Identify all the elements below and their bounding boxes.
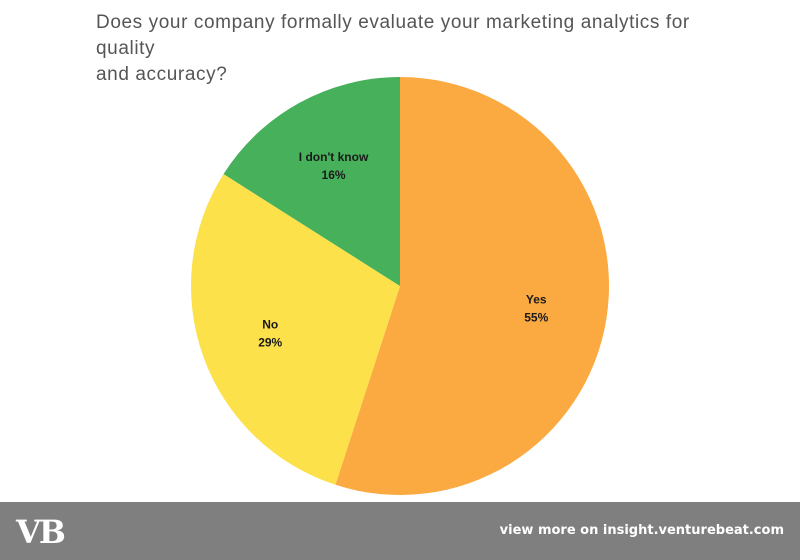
pie-labels: Yes 55% No 29% I don't know 16% xyxy=(258,150,548,350)
slice-value-no: 29% xyxy=(258,336,282,350)
footer-bar: VB view more on insight.venturebeat.com xyxy=(0,502,800,560)
pie-slice-no xyxy=(190,174,400,485)
chart-title-line-2: and accuracy? xyxy=(96,64,228,85)
pie-chart: Yes 55% No 29% I don't know 16% xyxy=(190,77,609,495)
slice-label-no: No xyxy=(262,318,278,332)
slice-label-i-don-t-know: I don't know xyxy=(299,150,369,164)
chart-title: Does your company formally evaluate your… xyxy=(96,10,736,88)
slice-value-yes: 55% xyxy=(524,311,548,325)
pie-slice-yes xyxy=(335,77,609,495)
vb-logo: VB xyxy=(16,513,66,551)
slice-value-i-don-t-know: 16% xyxy=(322,168,346,182)
chart-title-line-1: Does your company formally evaluate your… xyxy=(96,12,690,59)
slice-label-yes: Yes xyxy=(526,293,547,307)
pie-slices xyxy=(190,77,609,495)
pie-slice-i-don-t-know xyxy=(223,77,400,286)
footer-link[interactable]: view more on insight.venturebeat.com xyxy=(499,523,784,538)
